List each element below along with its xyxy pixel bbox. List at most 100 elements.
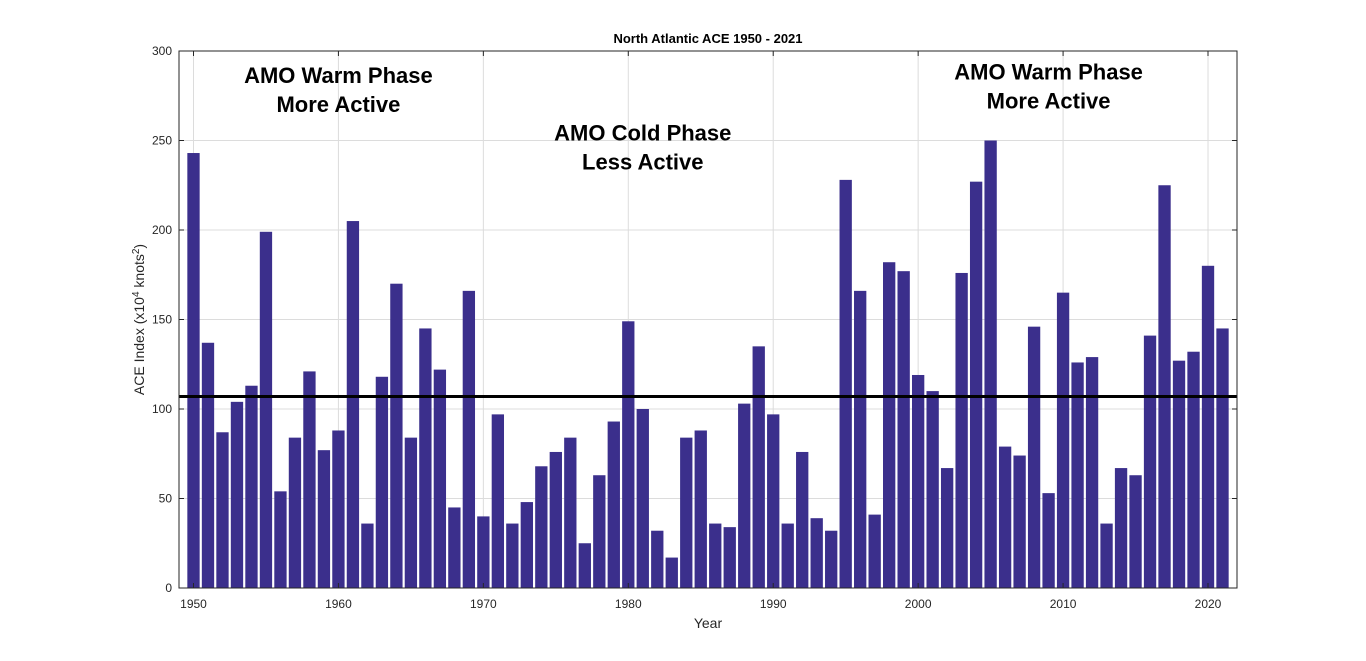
bar-1991 [781, 523, 794, 588]
bar-2001 [926, 391, 939, 588]
x-tick-label: 1970 [470, 597, 497, 611]
y-tick-label: 250 [152, 134, 172, 148]
bar-1952 [216, 432, 229, 588]
bar-1992 [796, 451, 809, 588]
bar-1988 [738, 403, 751, 588]
bar-1984 [680, 437, 693, 588]
y-tick-label: 200 [152, 223, 172, 237]
annotation-0: AMO Warm Phase More Active [244, 63, 433, 117]
bar-1987 [723, 527, 736, 588]
x-tick-label: 1990 [760, 597, 787, 611]
annotation-line: More Active [987, 89, 1111, 114]
annotation-2: AMO Warm Phase More Active [954, 60, 1143, 114]
bar-1967 [433, 369, 447, 588]
annotations-layer: AMO Warm Phase More Active AMO Cold Phase L… [244, 60, 1143, 175]
x-tick-label: 1980 [615, 597, 642, 611]
y-tick-label: 50 [159, 492, 173, 506]
bar-1962 [361, 523, 374, 588]
bar-1978 [593, 475, 606, 588]
y-axis-label-sup1: 4 [131, 291, 142, 297]
bar-1989 [752, 346, 765, 588]
bar-2012 [1085, 357, 1099, 588]
bar-1970 [477, 516, 490, 588]
bar-1954 [245, 385, 258, 588]
bar-1974 [535, 466, 548, 588]
y-axis-label-sup2: 2 [131, 248, 142, 254]
bar-1998 [883, 262, 896, 588]
bar-2000 [911, 374, 925, 588]
bar-1955 [259, 231, 273, 589]
annotation-line: Less Active [582, 150, 703, 175]
bar-2016 [1143, 335, 1157, 588]
bar-2018 [1172, 360, 1186, 588]
bar-2019 [1187, 351, 1200, 588]
bar-1960 [332, 430, 345, 588]
x-axis-label: Year [694, 615, 723, 631]
bar-1990 [767, 414, 780, 588]
x-tick-label: 1950 [180, 597, 207, 611]
annotation-line: More Active [276, 92, 400, 117]
bar-1999 [897, 271, 910, 588]
bar-2005 [984, 140, 997, 588]
bar-1972 [506, 523, 519, 588]
bar-2004 [969, 181, 983, 589]
bar-1963 [375, 376, 389, 588]
bar-2014 [1114, 468, 1128, 588]
bar-1969 [462, 290, 476, 588]
y-tick-label: 0 [165, 581, 172, 595]
bar-1953 [230, 401, 244, 588]
bar-2021 [1216, 328, 1229, 588]
bar-1982 [651, 530, 664, 588]
bar-2003 [955, 272, 968, 588]
x-tick-label: 2010 [1050, 597, 1077, 611]
bar-2015 [1129, 475, 1142, 588]
bar-1979 [607, 421, 620, 588]
bar-1980 [622, 321, 635, 588]
bar-1996 [854, 290, 867, 588]
bar-1973 [520, 502, 533, 588]
bar-1966 [419, 328, 432, 588]
y-tick-label: 100 [152, 402, 172, 416]
y-axis-label: ACE Index (x104 knots2) [131, 244, 148, 395]
bar-1956 [274, 491, 287, 588]
bar-2008 [1027, 326, 1041, 588]
bar-1975 [549, 451, 562, 588]
bar-1977 [578, 543, 591, 588]
bar-1958 [303, 371, 316, 588]
bar-1976 [564, 437, 577, 588]
bar-2007 [1013, 455, 1026, 588]
annotation-line: AMO Warm Phase [244, 63, 433, 88]
chart-title: North Atlantic ACE 1950 - 2021 [613, 31, 802, 46]
bar-1964 [390, 283, 403, 588]
bar-1971 [491, 414, 505, 588]
bar-1959 [317, 450, 331, 588]
bar-2002 [940, 468, 954, 588]
annotation-1: AMO Cold Phase Less Active [554, 121, 731, 175]
bar-1951 [201, 342, 215, 588]
bar-1986 [709, 523, 722, 588]
bar-1961 [346, 221, 360, 589]
bar-1997 [868, 514, 881, 588]
bar-1957 [288, 437, 302, 588]
y-tick-label: 300 [152, 44, 172, 58]
bar-2010 [1056, 292, 1070, 588]
bar-2013 [1100, 523, 1113, 588]
bar-2006 [998, 446, 1012, 588]
bar-1993 [810, 518, 823, 588]
annotation-line: AMO Warm Phase [954, 60, 1143, 85]
annotation-line: AMO Cold Phase [554, 121, 731, 146]
bars-layer [187, 140, 1229, 589]
bar-2017 [1158, 185, 1171, 588]
x-tick-label: 2000 [905, 597, 932, 611]
bar-1994 [825, 530, 838, 588]
x-tick-label: 2020 [1195, 597, 1222, 611]
ticks-layer: 0 50 100 150 200 250 300 1950 1960 1970 1980 1990 20… [152, 44, 1237, 611]
bar-2020 [1201, 265, 1215, 588]
bar-1995 [839, 179, 852, 588]
y-axis-label-prefix: ACE Index (x10 [131, 297, 147, 395]
y-axis-label-suffix: ) [131, 244, 147, 249]
bar-1981 [636, 409, 649, 588]
y-tick-label: 150 [152, 313, 172, 327]
y-axis-label-mid: knots [131, 254, 147, 291]
